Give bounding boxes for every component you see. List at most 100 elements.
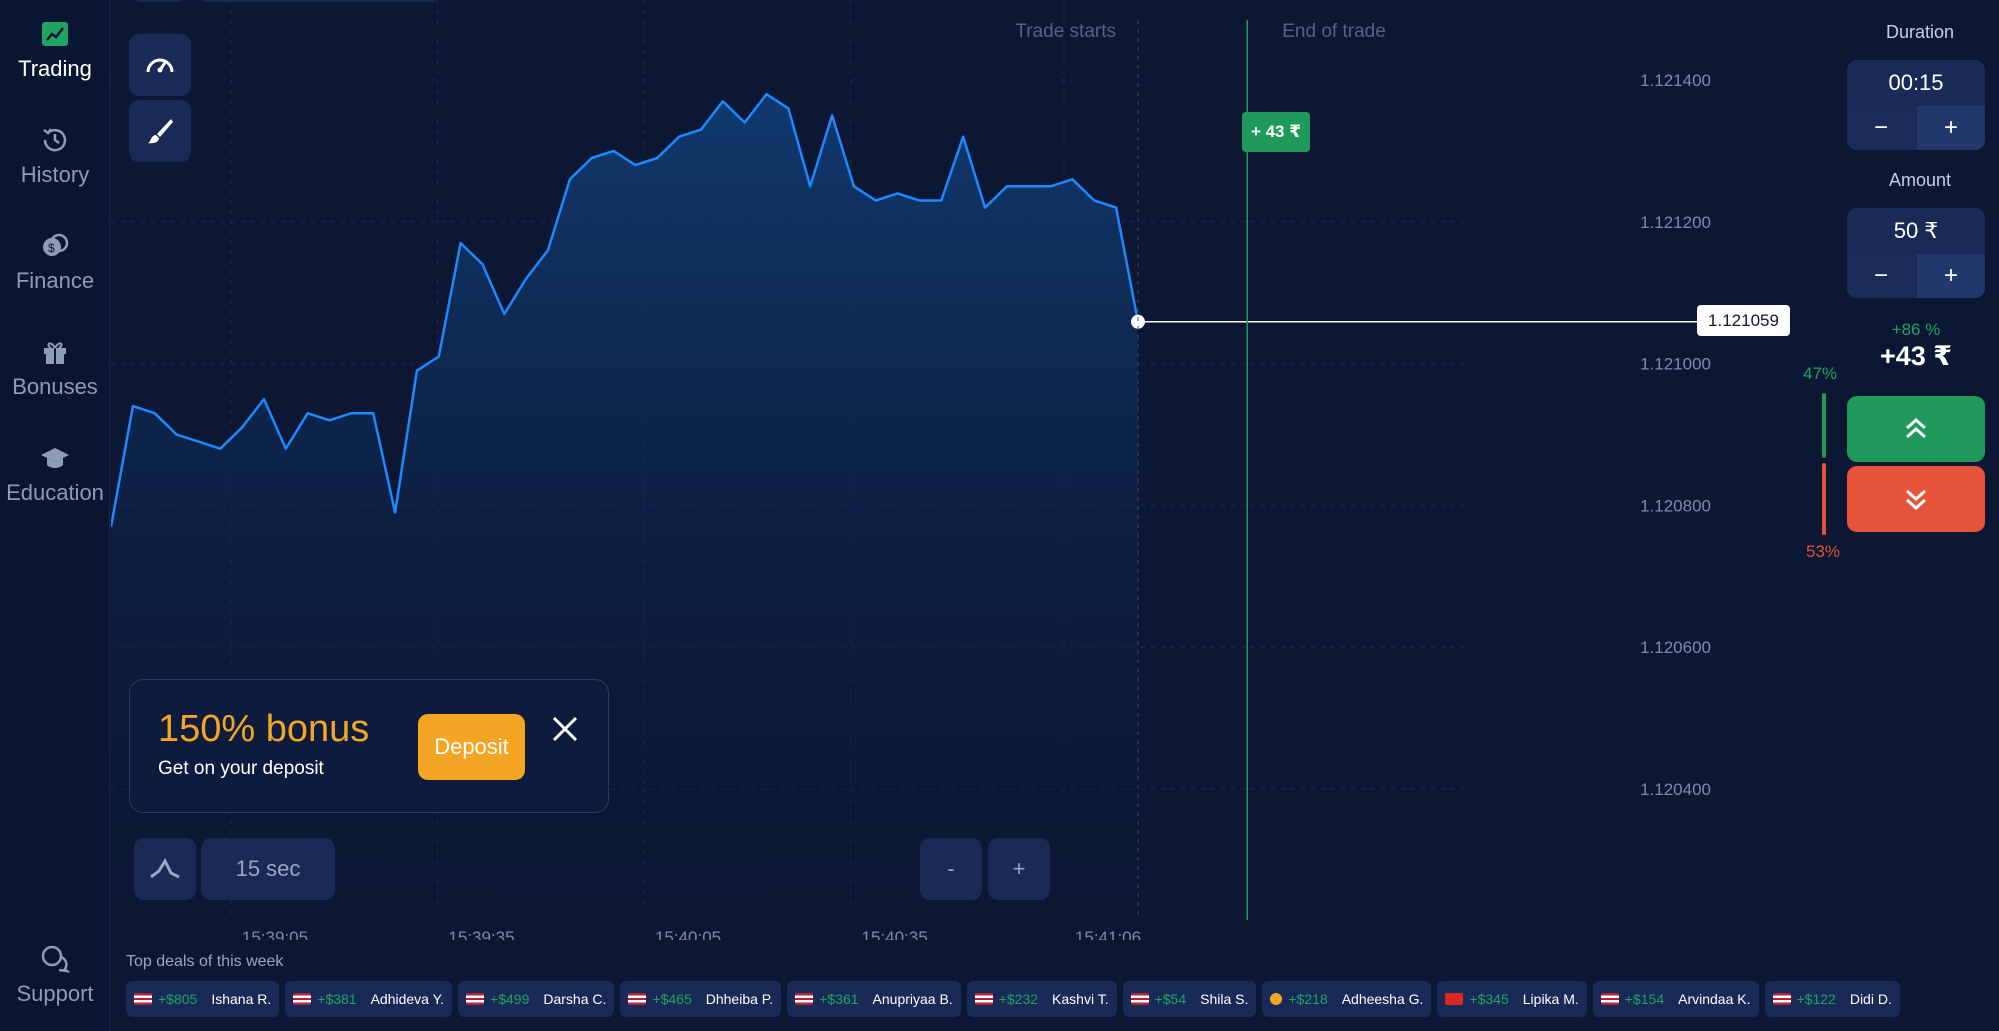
sidebar-item-support[interactable]: Support [0, 943, 110, 1007]
deposit-button[interactable]: Deposit [418, 714, 525, 780]
drawing-tools-button[interactable] [129, 100, 191, 162]
deal-item: +$154 Arvindaa K. [1592, 981, 1759, 1017]
amount-decrease-button[interactable]: − [1847, 254, 1915, 298]
flag-icon [293, 993, 312, 1005]
bonus-subtitle: Get on your deposit [158, 758, 324, 779]
up-sentiment-bar [1822, 393, 1826, 458]
deal-item: +$465 Dhheiba P. [620, 981, 782, 1017]
duration-stepper[interactable]: 00:15 − + [1847, 60, 1985, 150]
deal-amount: +$154 [1624, 991, 1665, 1007]
deal-item: +$381 Adhideva Y. [285, 981, 453, 1017]
deal-name: Kashvi T. [1052, 991, 1109, 1007]
chart-area[interactable]: 1.121400 1.121200 1.121000 1.120800 1.120600… [111, 0, 1841, 940]
deal-item: +$805 Ishana R. [126, 981, 280, 1017]
y-tick-label: 1.121400 [1640, 71, 1711, 90]
x-tick-label: 15:40:05 [655, 928, 721, 940]
amount-label: Amount [1888, 170, 1952, 190]
sidebar-item-label: Education [6, 480, 104, 505]
sidebar-item-education[interactable]: Education [0, 442, 110, 506]
deal-amount: +$218 [1288, 991, 1328, 1007]
timeframe-button[interactable]: 15 sec [201, 838, 335, 900]
deal-name: Didi D. [1849, 991, 1892, 1007]
trade-up-button[interactable] [1847, 396, 1985, 462]
deal-name: Ishana R. [211, 991, 272, 1007]
asset-selector-stub[interactable] [201, 0, 439, 2]
gift-icon [44, 342, 66, 364]
flag-icon [466, 993, 485, 1005]
double-chevron-up-icon [1906, 417, 1926, 439]
graduation-cap-icon [41, 448, 69, 468]
coins-icon: $ [43, 233, 69, 256]
flag-icon [1600, 993, 1619, 1005]
zoom-in-button[interactable]: + [988, 838, 1050, 900]
close-icon[interactable] [550, 714, 580, 744]
chart-type-icon [150, 857, 180, 879]
trade-starts-label: Trade starts [1015, 21, 1116, 42]
deal-amount: +$805 [158, 991, 198, 1007]
deal-amount: +$499 [490, 991, 530, 1007]
deal-name: Adheesha G. [1341, 991, 1424, 1007]
deal-name: Dhheiba P. [705, 991, 774, 1007]
flag-icon [1130, 993, 1149, 1005]
deal-amount: +$122 [1796, 991, 1836, 1007]
deal-name: Lipika M. [1522, 991, 1579, 1007]
flag-icon [628, 993, 647, 1005]
duration-label: Duration [1885, 22, 1955, 42]
amount-increase-button[interactable]: + [1917, 254, 1985, 298]
zoom-out-button[interactable]: - [920, 838, 982, 900]
duration-decrease-button[interactable]: − [1847, 106, 1915, 150]
flag-icon [134, 993, 152, 1005]
bonus-card: 150% bonus Get on your deposit Deposit [129, 679, 609, 813]
duration-value[interactable]: 00:15 [1888, 70, 1944, 95]
flag-icon [795, 993, 814, 1005]
speedometer-button[interactable] [129, 34, 191, 96]
current-price-dot [1131, 314, 1145, 329]
flag-icon [1270, 993, 1283, 1005]
svg-text:$: $ [48, 241, 55, 255]
y-tick-label: 1.120800 [1640, 496, 1711, 515]
chat-bubbles-icon [41, 945, 71, 973]
trade-down-button[interactable] [1847, 466, 1985, 532]
amount-value[interactable]: 50 ₹ [1893, 218, 1939, 243]
toolbar-stub [134, 0, 184, 2]
price-series-line [111, 92, 1140, 527]
sidebar-item-finance[interactable]: $ Finance [0, 230, 110, 294]
sidebar-item-trading[interactable]: Trading [0, 18, 110, 82]
deal-amount: +$381 [317, 991, 357, 1007]
sidebar: Trading History $ Finance Bonuses Educat… [0, 0, 110, 1031]
current-price-badge: 1.121059 [1697, 305, 1790, 336]
deal-name: Adhideva Y. [370, 991, 445, 1007]
sidebar-item-history[interactable]: History [0, 124, 110, 188]
down-sentiment-bar [1822, 463, 1826, 535]
sidebar-item-bonuses[interactable]: Bonuses [0, 336, 110, 400]
chart-type-button[interactable] [134, 838, 196, 900]
deal-item: +$345 Lipika M. [1437, 981, 1587, 1017]
deal-item: +$361 Anupriyaa B. [787, 981, 961, 1017]
chart-up-icon [42, 22, 68, 46]
y-tick-label: 1.120400 [1640, 780, 1711, 799]
deal-amount: +$345 [1469, 991, 1509, 1007]
deal-name: Shila S. [1200, 991, 1249, 1007]
bonus-title: 150% bonus [158, 708, 370, 750]
top-deals-list: +$805 Ishana R. +$381 Adhideva Y. +$499 Darsh… [126, 981, 1900, 1017]
support-label: Support [16, 981, 94, 1006]
deal-item: +$232 Kashvi T. [966, 981, 1117, 1017]
payout-amount: +43 ₹ [1879, 341, 1953, 371]
profit-tag: + 43 ₹ [1242, 112, 1310, 152]
payout-percent: +86 % [1891, 320, 1941, 339]
y-tick-label: 1.121000 [1640, 355, 1711, 374]
duration-increase-button[interactable]: + [1917, 106, 1985, 150]
flag-icon [974, 993, 993, 1005]
deal-item: +$218 Adheesha G. [1262, 981, 1432, 1017]
flag-icon [1445, 993, 1464, 1005]
x-tick-label: 15:39:35 [448, 928, 514, 940]
x-tick-label: 15:41:06 [1075, 928, 1141, 940]
sidebar-item-label: Bonuses [12, 374, 98, 399]
deal-name: Darsha C. [543, 991, 607, 1007]
sidebar-item-label: History [20, 162, 90, 187]
y-tick-label: 1.121200 [1640, 213, 1711, 232]
deal-amount: +$361 [819, 991, 859, 1007]
sidebar-item-label: Finance [15, 268, 95, 293]
x-tick-label: 15:40:35 [861, 928, 927, 940]
amount-stepper[interactable]: 50 ₹ − + [1847, 208, 1985, 298]
